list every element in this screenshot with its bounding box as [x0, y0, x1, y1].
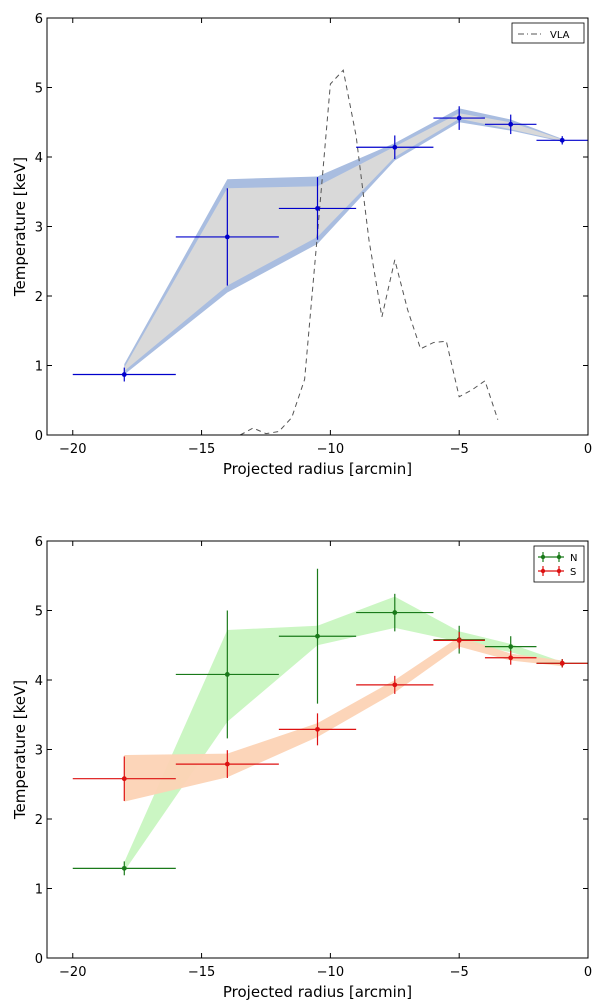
- point-data: [224, 234, 230, 240]
- point-s: [315, 726, 320, 732]
- point-s: [508, 655, 514, 661]
- x-tick-label: 0: [584, 965, 592, 980]
- y-tick-label: 5: [35, 82, 43, 97]
- point-data: [392, 144, 398, 150]
- legend-swatch-n-point: [540, 554, 546, 560]
- x-tick-label: −10: [317, 442, 344, 457]
- top-panel: −20 −15 −10 −5 0 0 1 2 3 4 5 6 Projected radius [arc…: [11, 12, 592, 478]
- legend-swatch-s-point: [556, 568, 562, 574]
- point-s: [559, 660, 565, 666]
- y-tick-label: 2: [35, 813, 43, 828]
- band-inner: [124, 113, 563, 372]
- point-s: [456, 637, 462, 643]
- y-tick-label: 4: [35, 151, 43, 166]
- legend-label-vla: VLA: [550, 30, 570, 41]
- y-tick-label: 0: [35, 952, 43, 967]
- y-tick-label: 0: [35, 429, 43, 444]
- legend-box: [533, 545, 585, 583]
- point-data: [456, 115, 462, 121]
- legend: NS: [533, 545, 585, 583]
- x-axis-label: Projected radius [arcmin]: [223, 460, 412, 478]
- legend-box: [511, 22, 585, 44]
- vla-line: [239, 69, 499, 435]
- plot-area: [72, 69, 588, 435]
- y-tick-label: 6: [35, 535, 43, 550]
- legend: VLA: [511, 22, 585, 44]
- point-s: [121, 776, 127, 782]
- legend-swatch-s-point: [540, 568, 546, 574]
- y-axis-label: Temperature [keV]: [11, 157, 29, 297]
- point-n: [508, 644, 514, 650]
- point-n: [315, 633, 320, 639]
- legend-swatch-n-point: [556, 554, 562, 560]
- x-tick-label: −10: [317, 965, 344, 980]
- x-tick-label: 0: [584, 442, 592, 457]
- band-0: [124, 596, 563, 872]
- x-axis-label: Projected radius [arcmin]: [223, 983, 412, 1001]
- y-tick-label: 6: [35, 12, 43, 27]
- x-tick-label: −15: [188, 965, 215, 980]
- point-data: [559, 137, 565, 143]
- point-n: [392, 610, 398, 615]
- y-tick-label: 3: [35, 221, 43, 236]
- legend-label-n: N: [570, 553, 577, 564]
- legend-label-s: S: [570, 567, 576, 578]
- x-tick-label: −15: [188, 442, 215, 457]
- point-n: [121, 865, 127, 871]
- y-tick-label: 1: [35, 360, 43, 375]
- y-tick-label: 2: [35, 290, 43, 305]
- point-data: [508, 121, 514, 127]
- point-n: [224, 672, 230, 677]
- y-tick-label: 3: [35, 744, 43, 759]
- y-tick-label: 1: [35, 883, 43, 898]
- point-data: [315, 206, 320, 211]
- y-tick-label: 5: [35, 605, 43, 620]
- x-tick-label: −5: [450, 965, 469, 980]
- y-tick-label: 4: [35, 674, 43, 689]
- point-s: [392, 682, 398, 688]
- point-s: [224, 761, 230, 767]
- band-outer: [124, 108, 563, 375]
- plot-area: [72, 568, 588, 876]
- point-data: [121, 372, 127, 377]
- y-axis-label: Temperature [keV]: [11, 680, 29, 820]
- bottom-panel: −20 −15 −10 −5 0 0 1 2 3 4 5 6 Projected radius [arc…: [11, 535, 592, 1001]
- x-tick-label: −5: [450, 442, 469, 457]
- x-tick-label: −20: [59, 442, 86, 457]
- band-1: [124, 636, 563, 802]
- x-tick-label: −20: [59, 965, 86, 980]
